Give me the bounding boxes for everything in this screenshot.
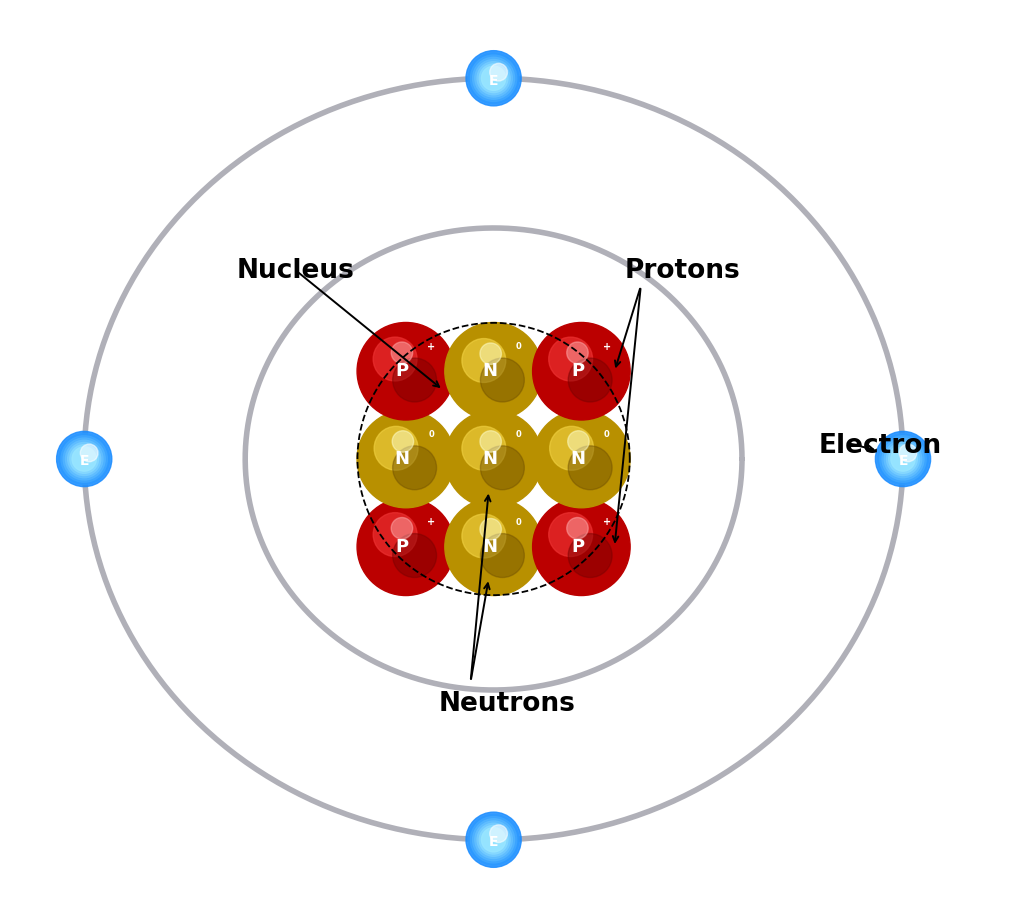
Circle shape (568, 358, 612, 403)
Circle shape (392, 447, 436, 490)
Circle shape (899, 445, 916, 462)
Circle shape (357, 411, 455, 508)
Circle shape (876, 432, 931, 487)
Text: +: + (603, 516, 610, 527)
Circle shape (473, 58, 515, 100)
Circle shape (462, 426, 506, 471)
Circle shape (481, 67, 506, 91)
Text: N: N (482, 362, 498, 380)
Circle shape (444, 411, 543, 508)
Circle shape (566, 343, 588, 364)
Circle shape (68, 443, 100, 476)
Circle shape (479, 65, 508, 94)
Text: P: P (395, 538, 409, 555)
Circle shape (882, 438, 924, 481)
Circle shape (473, 819, 515, 861)
Circle shape (392, 358, 436, 403)
Text: +: + (427, 516, 435, 527)
Circle shape (66, 441, 103, 478)
Circle shape (63, 438, 105, 481)
Circle shape (56, 432, 112, 487)
Text: N: N (482, 538, 498, 555)
Circle shape (374, 426, 418, 471)
Circle shape (61, 437, 108, 482)
Circle shape (58, 434, 110, 485)
Text: 0: 0 (516, 517, 522, 527)
Circle shape (891, 448, 915, 471)
Text: +: + (427, 342, 435, 351)
Text: 0: 0 (428, 430, 434, 438)
Circle shape (444, 323, 543, 421)
Text: N: N (394, 449, 410, 468)
Circle shape (568, 447, 612, 490)
Circle shape (468, 814, 519, 865)
Circle shape (466, 812, 521, 868)
Circle shape (392, 431, 414, 453)
Circle shape (532, 498, 630, 596)
Circle shape (475, 61, 512, 98)
Circle shape (480, 519, 502, 540)
Circle shape (566, 518, 588, 539)
Circle shape (878, 434, 929, 485)
Circle shape (444, 498, 543, 596)
Circle shape (392, 534, 436, 578)
Circle shape (462, 515, 506, 559)
Circle shape (481, 828, 506, 852)
Circle shape (373, 513, 417, 557)
Circle shape (480, 344, 502, 365)
Circle shape (489, 64, 508, 82)
Text: E: E (488, 74, 499, 87)
Circle shape (477, 62, 510, 96)
Circle shape (480, 447, 524, 490)
Circle shape (475, 821, 512, 858)
Circle shape (549, 513, 593, 557)
Circle shape (549, 338, 593, 381)
Circle shape (357, 323, 455, 421)
Text: Protons: Protons (625, 258, 740, 284)
Circle shape (567, 431, 589, 453)
Circle shape (532, 411, 630, 508)
Text: Electron: Electron (818, 433, 941, 459)
Circle shape (532, 323, 630, 421)
Circle shape (568, 534, 612, 578)
Circle shape (468, 54, 519, 105)
Text: N: N (482, 449, 498, 468)
Text: P: P (571, 362, 584, 380)
Circle shape (72, 448, 96, 471)
Circle shape (550, 426, 594, 471)
Circle shape (470, 56, 517, 102)
Text: Nucleus: Nucleus (237, 258, 354, 284)
Circle shape (480, 431, 502, 453)
Circle shape (391, 518, 413, 539)
Circle shape (466, 51, 521, 107)
Circle shape (880, 437, 926, 482)
Circle shape (489, 825, 508, 843)
Circle shape (885, 441, 922, 478)
Circle shape (80, 445, 98, 462)
Text: E: E (898, 454, 907, 468)
Text: Neutrons: Neutrons (439, 690, 575, 716)
Text: 0: 0 (516, 342, 522, 351)
Circle shape (887, 443, 920, 476)
Text: 0: 0 (516, 430, 522, 438)
Text: 0: 0 (604, 430, 609, 438)
Circle shape (480, 534, 524, 578)
Circle shape (462, 339, 506, 383)
Text: P: P (571, 538, 584, 555)
Circle shape (470, 817, 517, 863)
Circle shape (477, 823, 510, 857)
Circle shape (70, 445, 98, 474)
Text: P: P (395, 362, 409, 380)
Circle shape (373, 338, 417, 381)
Circle shape (391, 343, 413, 364)
Circle shape (480, 358, 524, 403)
Circle shape (357, 498, 455, 596)
Text: N: N (570, 449, 585, 468)
Circle shape (479, 825, 508, 854)
Text: E: E (80, 454, 89, 468)
Text: E: E (488, 834, 499, 848)
Circle shape (889, 445, 918, 474)
Text: +: + (603, 342, 610, 351)
